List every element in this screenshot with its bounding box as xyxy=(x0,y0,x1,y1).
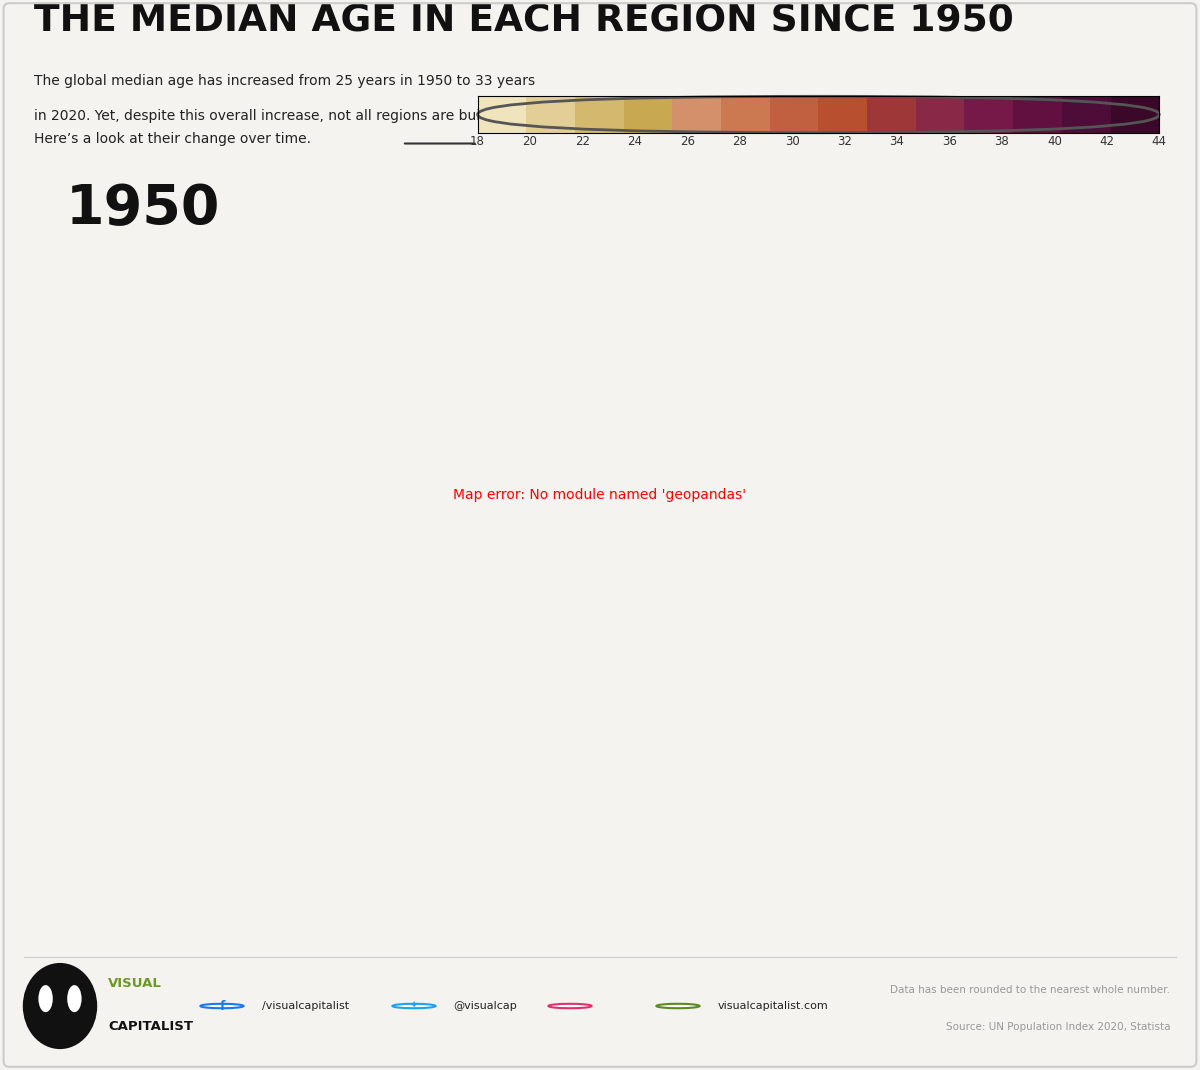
Bar xyxy=(527,96,575,133)
Ellipse shape xyxy=(67,985,82,1012)
Text: 40: 40 xyxy=(1046,135,1062,148)
Circle shape xyxy=(392,1004,436,1008)
Bar xyxy=(868,96,916,133)
Text: 22: 22 xyxy=(575,135,590,148)
Text: ✦: ✦ xyxy=(410,1002,418,1011)
Text: 38: 38 xyxy=(995,135,1009,148)
Ellipse shape xyxy=(23,963,97,1049)
Text: 32: 32 xyxy=(838,135,852,148)
Text: 18: 18 xyxy=(470,135,485,148)
Text: 36: 36 xyxy=(942,135,956,148)
Text: 34: 34 xyxy=(889,135,905,148)
Bar xyxy=(672,96,721,133)
Text: 1950: 1950 xyxy=(66,182,221,235)
Bar xyxy=(624,96,672,133)
Text: Map error: No module named 'geopandas': Map error: No module named 'geopandas' xyxy=(454,488,746,503)
Bar xyxy=(965,96,1013,133)
Text: VISUAL: VISUAL xyxy=(108,977,162,991)
Text: 20: 20 xyxy=(522,135,538,148)
Text: Source: UN Population Index 2020, Statista: Source: UN Population Index 2020, Statis… xyxy=(946,1022,1170,1031)
Text: 44: 44 xyxy=(1152,135,1166,148)
Text: 42: 42 xyxy=(1099,135,1115,148)
Text: 30: 30 xyxy=(785,135,799,148)
Text: 24: 24 xyxy=(628,135,642,148)
Bar xyxy=(769,96,818,133)
Ellipse shape xyxy=(38,985,53,1012)
Text: visualcapitalist.com: visualcapitalist.com xyxy=(718,1002,828,1011)
Text: in 2020. Yet, despite this overall increase, not all regions are built equal.: in 2020. Yet, despite this overall incre… xyxy=(34,109,536,123)
Bar xyxy=(1062,96,1110,133)
Bar xyxy=(478,96,527,133)
Text: /visualcapitalist: /visualcapitalist xyxy=(262,1002,349,1011)
Circle shape xyxy=(548,1004,592,1008)
Text: Here’s a look at their change over time.: Here’s a look at their change over time. xyxy=(34,132,311,146)
Text: CAPITALIST: CAPITALIST xyxy=(108,1021,193,1034)
Bar xyxy=(818,96,868,133)
Bar xyxy=(1013,96,1062,133)
Text: f: f xyxy=(220,999,224,1012)
Circle shape xyxy=(656,1004,700,1008)
Text: Data has been rounded to the nearest whole number.: Data has been rounded to the nearest who… xyxy=(890,985,1170,995)
Text: 28: 28 xyxy=(732,135,748,148)
Text: THE MEDIAN AGE IN EACH REGION SINCE 1950: THE MEDIAN AGE IN EACH REGION SINCE 1950 xyxy=(34,3,1013,40)
Text: 26: 26 xyxy=(680,135,695,148)
Text: Median Age: Median Age xyxy=(792,108,866,121)
Circle shape xyxy=(200,1004,244,1008)
Text: @visualcap: @visualcap xyxy=(454,1002,517,1011)
Bar xyxy=(1110,96,1159,133)
Text: The global median age has increased from 25 years in 1950 to 33 years: The global median age has increased from… xyxy=(34,75,535,89)
Bar xyxy=(721,96,769,133)
Bar xyxy=(916,96,965,133)
Bar xyxy=(575,96,624,133)
